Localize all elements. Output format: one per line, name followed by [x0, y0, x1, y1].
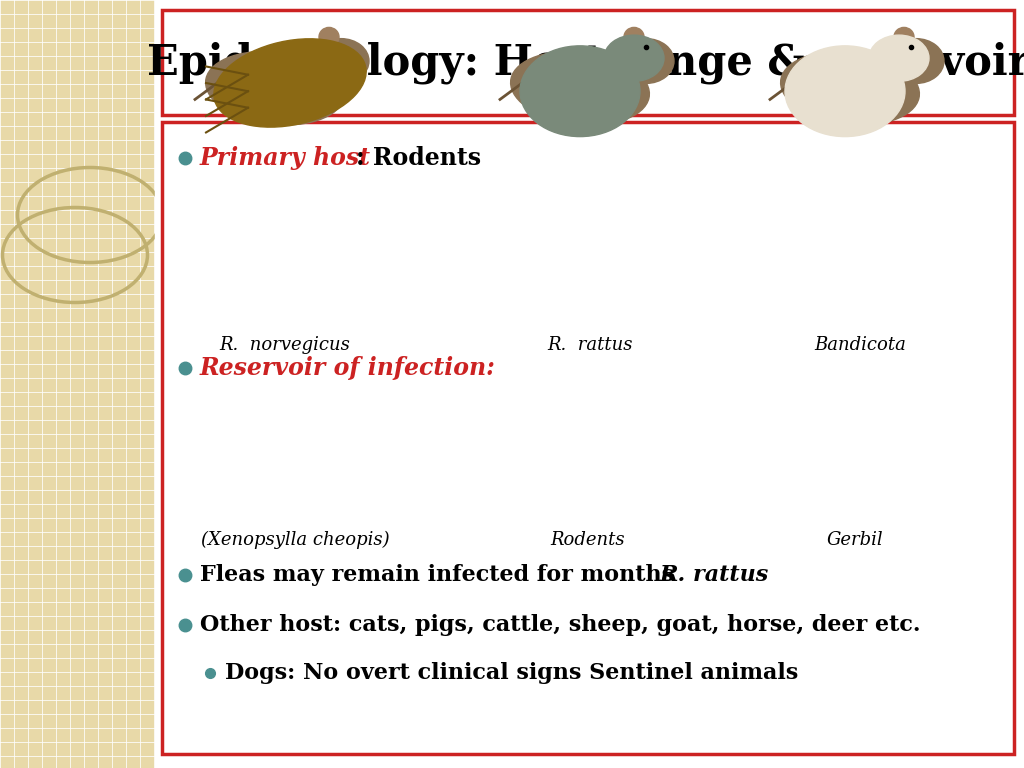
Text: Primary host: Primary host	[200, 146, 371, 170]
Ellipse shape	[520, 46, 640, 137]
Ellipse shape	[206, 51, 344, 125]
Ellipse shape	[888, 38, 944, 84]
Text: : Rodents: : Rodents	[356, 146, 481, 170]
Text: Dogs: No overt clinical signs Sentinel animals: Dogs: No overt clinical signs Sentinel a…	[225, 662, 799, 684]
Text: Other host: cats, pigs, cattle, sheep, goat, horse, deer etc.: Other host: cats, pigs, cattle, sheep, g…	[200, 614, 921, 636]
Text: Fleas may remain infected for months: Fleas may remain infected for months	[200, 564, 682, 586]
Text: R.  rattus: R. rattus	[547, 336, 633, 354]
Ellipse shape	[319, 28, 339, 47]
Text: Rodents: Rodents	[551, 531, 626, 549]
Text: R. rattus: R. rattus	[660, 564, 769, 586]
Ellipse shape	[618, 38, 674, 84]
Text: (Xenopsylla cheopis): (Xenopsylla cheopis)	[201, 531, 389, 549]
Text: Gerbil: Gerbil	[826, 531, 884, 549]
Ellipse shape	[869, 35, 929, 81]
Ellipse shape	[894, 28, 914, 47]
Ellipse shape	[313, 38, 369, 84]
Bar	[155, 0, 1024, 768]
FancyBboxPatch shape	[162, 122, 1014, 754]
Text: R.  norvegicus: R. norvegicus	[219, 336, 350, 354]
Ellipse shape	[604, 35, 664, 81]
Text: Reservoir of infection:: Reservoir of infection:	[200, 356, 496, 380]
Ellipse shape	[624, 28, 644, 47]
Text: Bandicota: Bandicota	[814, 336, 906, 354]
Ellipse shape	[511, 51, 649, 125]
FancyBboxPatch shape	[162, 10, 1014, 115]
Ellipse shape	[214, 39, 367, 127]
Ellipse shape	[780, 51, 920, 125]
Text: Epidemiology: Host range & reservoir: Epidemiology: Host range & reservoir	[146, 41, 1024, 84]
Ellipse shape	[785, 46, 905, 137]
